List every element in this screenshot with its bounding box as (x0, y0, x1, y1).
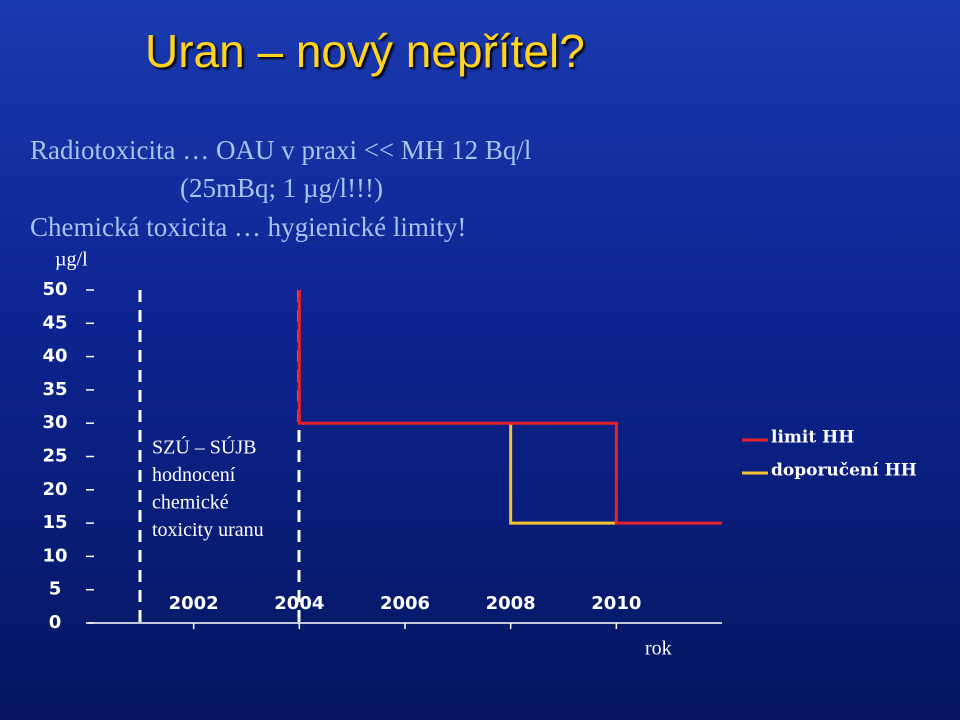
line (297, 290, 722, 525)
legend-label: doporučení HH (771, 461, 917, 481)
y-tick-label: 10 (42, 545, 67, 566)
y-tick-label: 30 (42, 412, 67, 433)
bullet: Chemická toxicita … hygienické limity! (30, 212, 466, 242)
slide-title: Uran – nový nepřítel? (145, 25, 585, 77)
y-tick-label: 45 (42, 312, 67, 333)
y-tick-label: 5 (49, 579, 62, 600)
annotation: toxicity uranu (152, 519, 264, 541)
y-axis-label: µg/l (55, 249, 88, 271)
x-tick-label: 2010 (591, 593, 641, 614)
line (509, 423, 617, 525)
y-tick-label: 25 (42, 446, 67, 467)
x-tick-label: 2006 (380, 593, 430, 614)
x-axis-label: rok (645, 638, 672, 660)
y-tick-label: 50 (42, 279, 67, 300)
y-tick-label: 40 (42, 346, 67, 367)
annotation: SZÚ – SÚJB (152, 435, 256, 459)
bullet: (25mBq; 1 µg/l!!!) (180, 173, 383, 203)
y-tick-label: 35 (42, 379, 67, 400)
annotation: hodnocení (152, 464, 236, 486)
y-tick-label: 20 (42, 479, 67, 500)
x-tick-label: 2004 (274, 593, 324, 614)
bullet: Radiotoxicita … OAU v praxi << MH 12 Bq/… (30, 135, 531, 165)
annotation: chemické (152, 492, 229, 514)
y-tick-label: 15 (42, 512, 67, 533)
y-tick-label: 0 (49, 612, 62, 633)
legend-label: limit HH (771, 428, 854, 448)
x-tick-label: 2002 (169, 593, 219, 614)
x-tick-label: 2008 (486, 593, 536, 614)
